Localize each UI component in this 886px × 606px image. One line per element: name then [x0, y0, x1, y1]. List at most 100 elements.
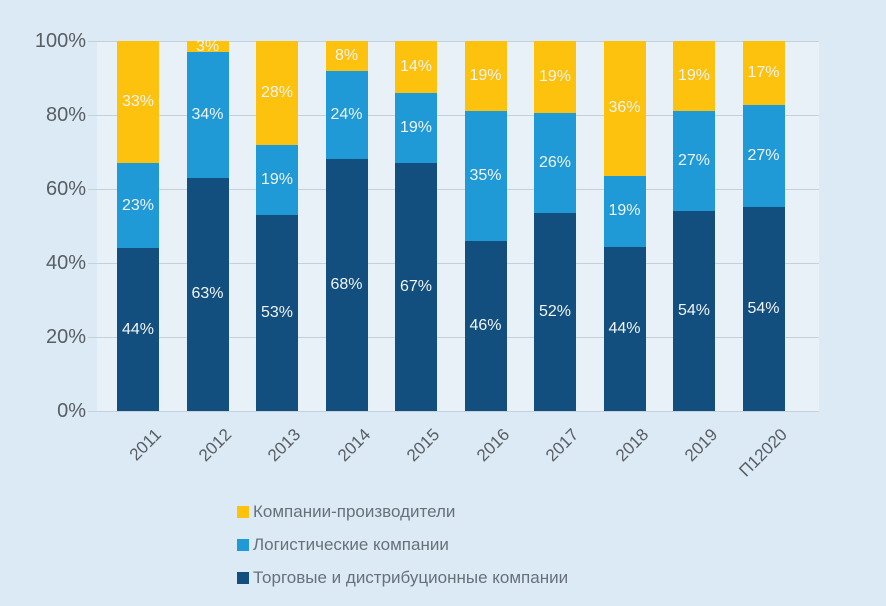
bar-segment: 35% [464, 111, 507, 241]
bar-segment-value-label: 44% [121, 320, 155, 338]
plot-area: 44% 23% 33% 63% 34% 3% 53% 19% 28% 68% 24% 8% 67% 19%… [88, 37, 819, 412]
bar-segment-value-label: 24% [330, 106, 363, 123]
bar-segment-value-label: 67% [399, 278, 433, 296]
legend-item-label: Компании-производители [253, 502, 456, 521]
bar-segment: 54% [673, 211, 715, 411]
bar-segment: 52% [534, 212, 576, 411]
x-axis-tick-label: 2011 [126, 425, 166, 465]
bar-segment: 19% [464, 41, 507, 112]
legend-item-label: Торговые и дистрибуционные компании [253, 568, 569, 587]
stacked-bar-2014: 68% 24% 8% [325, 41, 368, 411]
stacked-bar-2019: 54% 27% 19% [673, 41, 715, 411]
bar-segment: 44% [117, 248, 159, 411]
y-axis: 0% 20% 40% 60% 80% 100% [0, 30, 86, 422]
legend-item-label: Логистические компании [253, 535, 449, 554]
bar-segment-value-label: 23% [121, 196, 155, 214]
stacked-bar-2011: 44% 23% 33% [117, 41, 159, 411]
bar-segment-value-label: 19% [399, 118, 433, 136]
bar-segment-value-label: 19% [260, 170, 294, 188]
bar-segment-value-label: 34% [191, 106, 224, 123]
y-axis-tick-label: 100% [34, 30, 86, 52]
bar-segment: 33% [117, 41, 159, 164]
y-axis-tick-label: 60% [45, 178, 86, 200]
x-axis-tick-label: 2014 [333, 425, 374, 466]
bar-segment: 14% [395, 41, 437, 93]
stacked-bar-2013: 53% 19% 28% [256, 41, 298, 411]
bar-segment-value-label: 19% [608, 202, 641, 220]
x-axis-tick-label: 2019 [681, 425, 722, 466]
x-axis-tick-label: П12020 [735, 425, 791, 481]
bar-segment: 8% [325, 41, 368, 71]
y-axis-tick-label: 0% [57, 400, 86, 422]
bar-segment-value-label: 26% [538, 154, 572, 172]
bar-segment: 27% [673, 111, 715, 212]
bar-segment-value-label: 17% [747, 64, 780, 82]
legend-swatch-icon [237, 506, 249, 518]
legend: Компании-производители Логистические комп… [237, 502, 568, 601]
bar-segment: 24% [325, 70, 368, 160]
gridline-100% [88, 40, 819, 42]
bar-segment-value-label: 19% [538, 68, 572, 86]
x-axis-tick-label: 2016 [472, 425, 513, 466]
bar-segment-value-label: 19% [677, 67, 711, 85]
bar-segment-value-label: 44% [608, 319, 641, 337]
bar-segment: 28% [256, 41, 298, 145]
gridline-40% [88, 262, 819, 264]
bar-segment-value-label: 46% [469, 316, 502, 334]
gridline-0% [88, 410, 819, 412]
bar-segment: 27% [742, 105, 785, 208]
bar-segment-value-label: 28% [260, 83, 294, 101]
bar-segment-value-label: 35% [469, 167, 502, 185]
stacked-bar-2016: 46% 35% 19% [464, 41, 507, 411]
y-axis-tick-label: 80% [45, 104, 86, 126]
bar-segment-value-label: 8% [334, 46, 359, 64]
bar-segment: 44% [603, 246, 646, 411]
stacked-bar-2017: 52% 26% 19% [534, 41, 576, 411]
bar-segment: 68% [325, 159, 368, 411]
bar-segment-value-label: 54% [677, 302, 711, 320]
bar-segment-value-label: 54% [747, 300, 780, 318]
bar-segment-value-label: 36% [608, 99, 641, 117]
gridline-20% [88, 336, 819, 338]
bar-segment-value-label: 27% [747, 147, 780, 165]
gridline-80% [88, 114, 819, 116]
bar-segment: 34% [186, 52, 229, 178]
bar-segment: 54% [742, 207, 785, 411]
bar-segment: 53% [256, 214, 298, 411]
bar-segment-value-label: 68% [330, 276, 363, 294]
bar-segment: 17% [742, 41, 785, 106]
y-axis-tick-label: 40% [45, 252, 86, 274]
bar-segment-value-label: 63% [191, 285, 224, 303]
bar-segment-value-label: 14% [399, 57, 433, 75]
bar-segment: 26% [534, 113, 576, 213]
bar-segment: 36% [603, 41, 646, 176]
x-axis-tick-label: 2018 [611, 425, 652, 466]
legend-item: Торговые и дистрибуционные компании [237, 568, 568, 588]
stacked-bar-П12020: 54% 27% 17% [742, 41, 785, 411]
legend-swatch-icon [237, 572, 249, 584]
bar-segment-value-label: 52% [538, 302, 572, 320]
bar-segment: 19% [534, 41, 576, 114]
bar-segment: 19% [673, 41, 715, 112]
bar-segment-value-label: 3% [195, 37, 220, 55]
bar-segment: 63% [186, 177, 229, 411]
bar-segment: 67% [395, 163, 437, 411]
bar-segment: 3% [186, 37, 229, 55]
bar-segment-value-label: 33% [121, 93, 155, 111]
x-axis-tick-label: 2013 [264, 425, 305, 466]
legend-item: Логистические компании [237, 535, 568, 555]
x-axis: 2011 2012 2013 2014 2015 2016 2017 2018 2019 П120… [97, 411, 819, 501]
x-axis-tick-label: 2017 [542, 425, 583, 466]
legend-item: Компании-производители [237, 502, 568, 522]
y-axis-tick-label: 20% [45, 326, 86, 348]
stacked-bar-2015: 67% 19% 14% [395, 41, 437, 411]
x-axis-tick-label: 2015 [403, 425, 444, 466]
x-axis-tick-label: 2012 [194, 425, 235, 466]
bar-segment-value-label: 27% [677, 152, 711, 170]
bar-segment: 23% [117, 163, 159, 249]
stacked-bar-2012: 63% 34% 3% [186, 37, 229, 411]
bar-segment-value-label: 53% [260, 303, 294, 321]
bar-segment: 46% [464, 240, 507, 411]
stacked-bar-2018: 44% 19% 36% [603, 41, 646, 411]
